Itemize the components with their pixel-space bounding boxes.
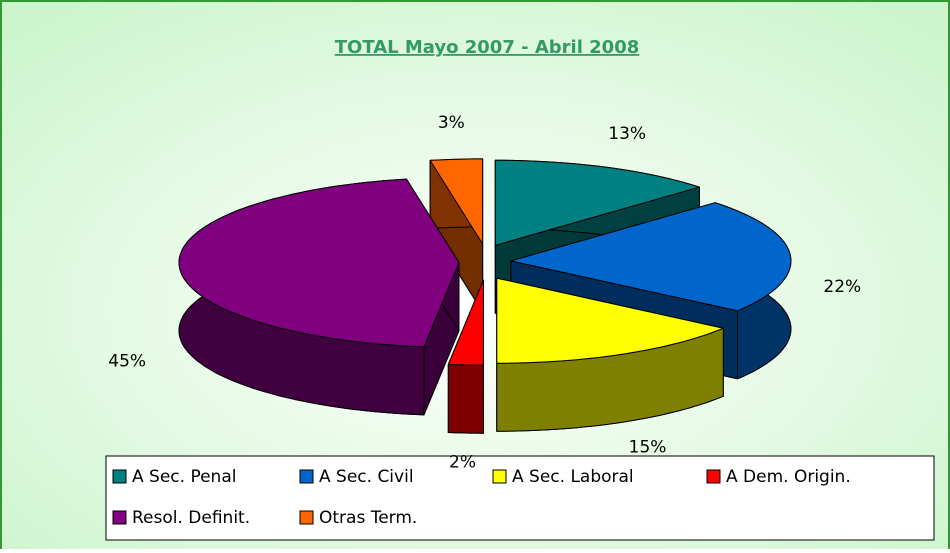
pie-slice [496, 277, 724, 432]
pie [178, 158, 792, 434]
pie-slice [447, 279, 484, 434]
legend [105, 455, 935, 541]
chart-title: TOTAL Mayo 2007 - Abril 2008 [335, 37, 640, 58]
legend-swatch [112, 469, 127, 484]
legend-swatch [706, 469, 721, 484]
data-label: 3% [438, 113, 465, 133]
legend-label: Resol. Definit. [132, 508, 250, 528]
slice-top [178, 178, 460, 348]
legend-label: A Sec. Penal [132, 467, 236, 487]
slice-wall [447, 364, 484, 434]
legend-items: A Sec. Penal A Sec. Civil A Sec. Laboral A … [112, 467, 851, 528]
data-label: 15% [629, 438, 667, 458]
legend-swatch [299, 469, 314, 484]
data-label: 2% [449, 453, 476, 473]
slice-top [447, 279, 484, 366]
data-label: 13% [608, 124, 646, 144]
legend-label: A Dem. Origin. [726, 467, 851, 487]
pie-slice [178, 178, 460, 416]
data-label: 22% [823, 277, 861, 297]
legend-swatch [112, 510, 127, 525]
data-label: 45% [108, 352, 146, 372]
legend-label: A Sec. Laboral [512, 467, 634, 487]
legend-label: A Sec. Civil [319, 467, 414, 487]
slice-top [496, 277, 724, 364]
slice-top [429, 158, 484, 245]
legend-swatch [492, 469, 507, 484]
legend-label: Otras Term. [319, 508, 417, 528]
slice-top [494, 159, 700, 246]
legend-swatch [299, 510, 314, 525]
slice-top [510, 202, 792, 312]
